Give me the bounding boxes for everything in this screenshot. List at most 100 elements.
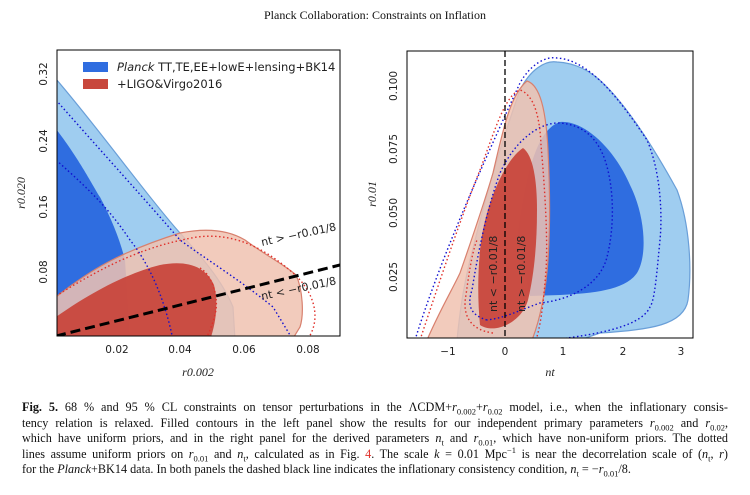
caption-text: 0.02 (487, 406, 503, 417)
x-tick: 0.06 (232, 344, 256, 356)
figure: nt > −r0.01/8 nt < −r0.01/8 Planck TT,TE… (14, 49, 694, 379)
caption-text: model, i.e., when the inflationary consi… (502, 400, 728, 414)
caption-text: +BK14 data. In both panels the dashed bl… (91, 462, 571, 477)
caption-text: t (243, 453, 246, 464)
caption-text: t (441, 437, 444, 448)
planck-uniform-prior-dotted-outer (414, 57, 662, 338)
y-tick: 0.32 (38, 62, 50, 85)
right-x-ticks: −1 0 1 2 3 (440, 346, 684, 358)
ligo-uniform-prior-dotted-outer (57, 235, 316, 336)
caption-line: for the Planck+BK14 data. In both panels… (22, 462, 728, 478)
legend-label-ligo: +LIGO&Virgo2016 (117, 77, 222, 91)
x-tick: −1 (440, 346, 455, 358)
caption-text: r (598, 462, 604, 477)
left-annotation-upper: nt > −r0.01/8 (260, 220, 337, 249)
x-tick: 0.04 (168, 344, 192, 356)
right-panel (414, 51, 691, 338)
caption-text: and (443, 431, 474, 446)
caption-text: t (708, 453, 711, 464)
right-x-axis-label: nt (545, 365, 555, 379)
x-tick: 3 (678, 346, 685, 358)
x-tick: 0.08 (296, 344, 319, 356)
caption-text: , (724, 415, 728, 430)
caption-text: , which have non-uniform priors. The dot… (493, 431, 728, 446)
caption-text: r (482, 400, 488, 414)
caption-text: r (649, 415, 655, 430)
left-x-ticks: 0.02 0.04 0.06 0.08 (105, 344, 319, 356)
legend-label-planck-italic: Planck (117, 60, 156, 74)
caption-text: r (719, 446, 724, 461)
x-tick: 1 (560, 346, 567, 358)
x-tick: 2 (620, 346, 627, 358)
caption-text: and (208, 446, 238, 461)
caption-text: 0.01 (603, 468, 619, 479)
consistency-dashed-line (57, 263, 340, 336)
y-tick: 0.075 (388, 134, 400, 164)
caption-text: which have uniform priors, and in the ri… (22, 431, 436, 446)
y-tick: 0.100 (388, 71, 400, 101)
legend: Planck TT,TE,EE+lowE+lensing+BK14 +LIGO&… (83, 60, 335, 91)
caption-line: Fig. 5. 68 % and 95 % CL constraints on … (22, 400, 728, 416)
caption-text: + (475, 400, 483, 414)
y-tick: 0.050 (388, 198, 400, 228)
right-annotation-right: nt > −r0.01/8 (515, 236, 528, 312)
caption-text: Fig. 5. (22, 400, 59, 414)
caption-text: . The scale (371, 446, 435, 461)
caption-text: , (710, 446, 720, 461)
caption-text: , calculated as in Fig. (245, 446, 366, 461)
caption-text: tency relation is relaxed. Filled contou… (22, 415, 650, 430)
figure-caption: Fig. 5. 68 % and 95 % CL constraints on … (22, 400, 728, 478)
caption-text: = − (578, 462, 599, 477)
caption-line: lines assume uniform priors on r0.01 and… (22, 444, 728, 464)
caption-text: r (188, 446, 194, 461)
legend-swatch-ligo (83, 79, 108, 89)
legend-swatch-planck (83, 62, 108, 72)
caption-text: k (434, 446, 440, 461)
left-y-ticks: 0.08 0.16 0.24 0.32 (38, 62, 50, 283)
legend-label-planck: Planck TT,TE,EE+lowE+lensing+BK14 (117, 60, 335, 74)
y-tick: 0.08 (38, 260, 50, 283)
caption-text: and (673, 415, 706, 430)
caption-line: which have uniform priors, and in the ri… (22, 431, 728, 447)
caption-text: lines assume uniform priors on (22, 446, 189, 461)
caption-text: r (452, 400, 457, 414)
planck-uniform-prior-dotted-outer (57, 100, 292, 336)
page-header-title: Planck Collaboration: Constraints on Inf… (264, 8, 486, 22)
caption-text: ) (723, 446, 728, 461)
x-tick: 0.02 (105, 344, 128, 356)
right-y-ticks: 0.025 0.050 0.075 0.100 (388, 71, 400, 292)
right-y-axis-label: r0.01 (365, 181, 379, 207)
caption-text: 0.002 (654, 422, 674, 433)
caption-text: = 0.01 Mpc (439, 446, 507, 461)
caption-text: −1 (506, 444, 516, 455)
figure-reference-link[interactable]: 4 (365, 446, 372, 461)
caption-text: n (237, 446, 244, 461)
y-tick: 0.24 (38, 129, 50, 153)
ligo-68-contour (57, 263, 217, 336)
caption-text: is near the decorrelation scale of ( (515, 446, 703, 461)
planck-uniform-prior-dotted-inner (57, 159, 173, 336)
left-plot-frame (56, 49, 341, 337)
ligo-uniform-prior-dotted-inner (464, 239, 494, 334)
y-tick: 0.025 (388, 262, 400, 292)
left-panel (57, 79, 340, 336)
right-annotation-left: nt < −r0.01/8 (487, 236, 500, 312)
caption-line: tency relation is relaxed. Filled contou… (22, 416, 728, 432)
caption-text: n (570, 462, 577, 477)
caption-text: Planck (57, 462, 92, 477)
caption-text: 68 % and 95 % CL constraints on tensor p… (58, 400, 453, 414)
caption-text: 0.01 (193, 453, 209, 464)
caption-text: 0.02 (710, 422, 725, 433)
right-plot-frame (406, 50, 694, 339)
ligo-68-contour (478, 148, 537, 329)
x-tick: 0 (502, 346, 509, 358)
caption-text: for the (22, 462, 58, 477)
caption-text: 0.002 (456, 406, 476, 417)
ligo-uniform-prior-dotted-inner (199, 267, 218, 336)
legend-label-planck-rest: TT,TE,EE+lowE+lensing+BK14 (154, 60, 335, 74)
caption-text: n (702, 446, 709, 461)
caption-text: t (576, 468, 579, 479)
caption-text: 0.01 (478, 437, 494, 448)
caption-text: r (705, 415, 711, 430)
left-x-axis-label: r0.002 (182, 365, 214, 379)
